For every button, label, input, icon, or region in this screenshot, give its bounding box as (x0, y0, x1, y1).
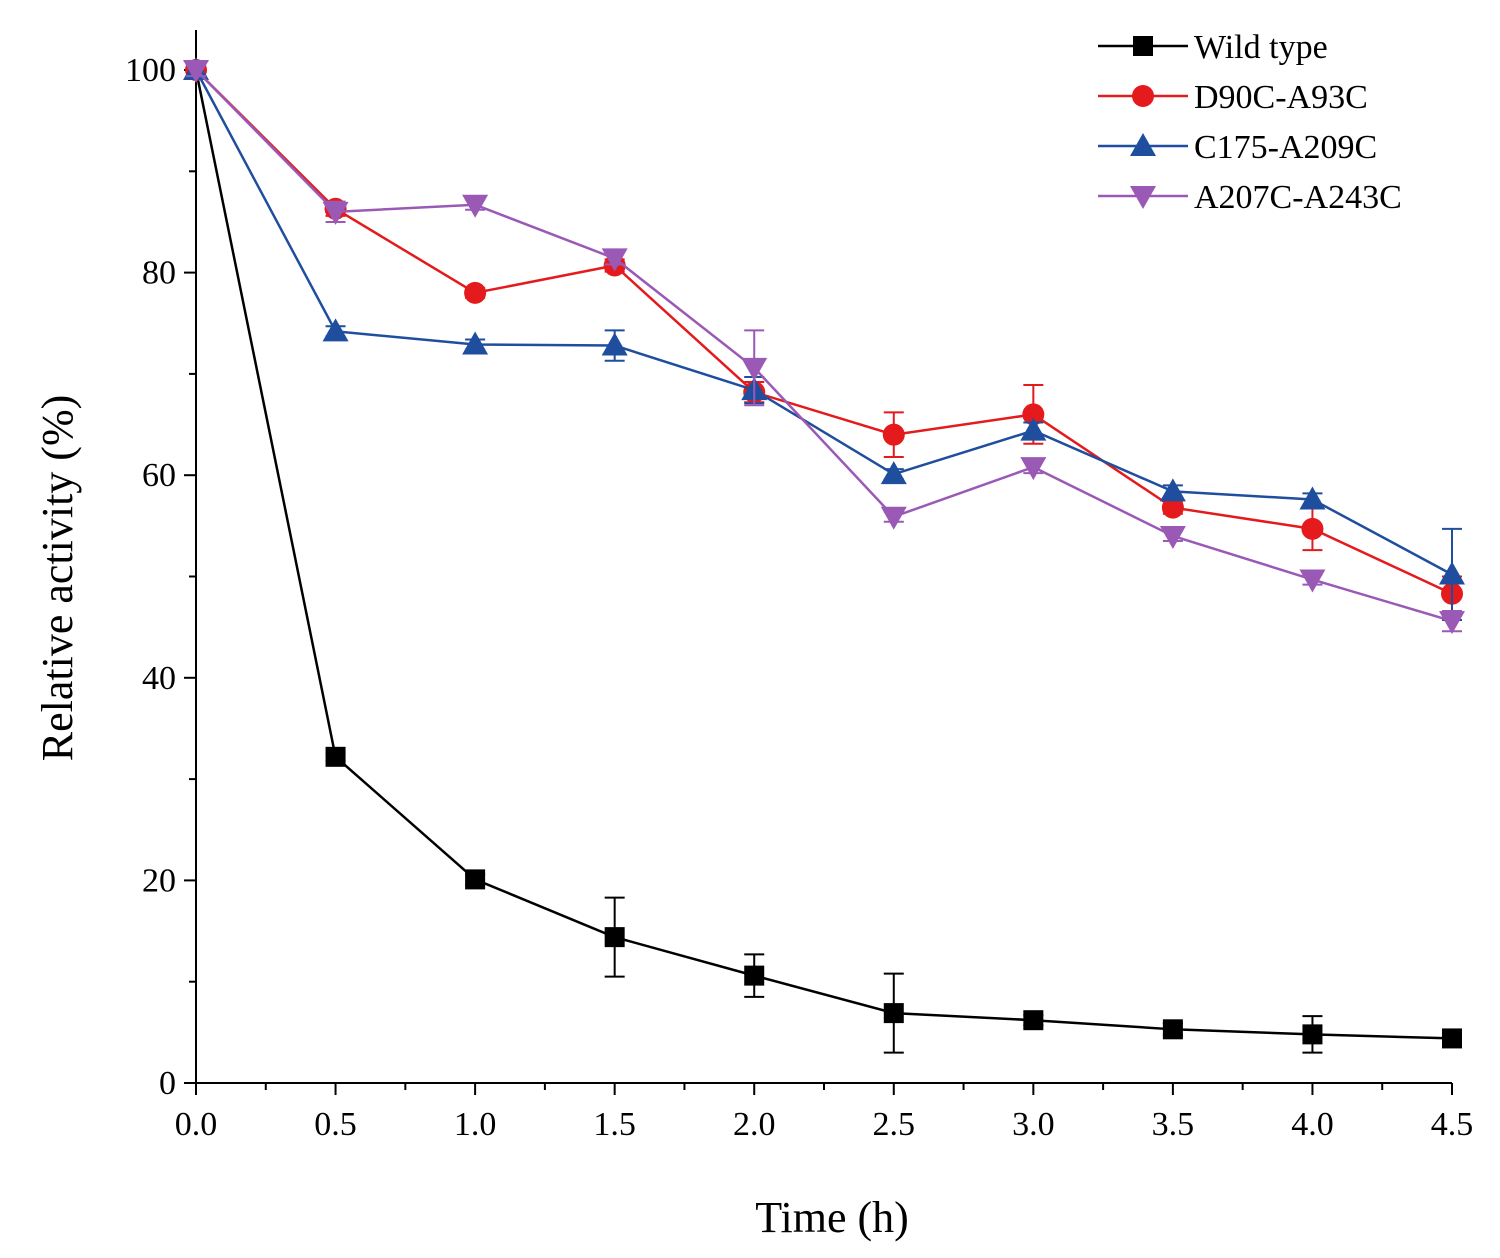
data-point (1302, 1024, 1323, 1045)
x-tick-label: 4.0 (1291, 1106, 1334, 1143)
legend-item: D90C-A93C (1098, 79, 1368, 116)
data-point (601, 332, 628, 356)
data-point (1159, 525, 1186, 549)
data-point (601, 248, 628, 272)
data-point (1020, 417, 1047, 441)
series-layer (183, 57, 1465, 1054)
data-point (880, 506, 907, 530)
series-line (194, 69, 1453, 576)
y-axis-title: Relative activity (%) (33, 395, 82, 762)
x-tick-label: 2.0 (733, 1106, 776, 1143)
legend-label: C175-A209C (1194, 129, 1377, 166)
data-point (325, 746, 346, 767)
legend-item: C175-A209C (1098, 129, 1377, 166)
y-tick-label: 40 (142, 660, 176, 697)
data-point (1159, 478, 1186, 502)
legend-label: A207C-A243C (1194, 179, 1402, 216)
data-point (1299, 569, 1326, 593)
data-point (604, 927, 625, 948)
data-point (1439, 561, 1465, 585)
legend-label: Wild type (1194, 29, 1328, 66)
legend-marker (1130, 186, 1156, 209)
x-tick-label: 0.5 (314, 1106, 357, 1143)
legend-label: D90C-A93C (1194, 79, 1368, 116)
data-point (1442, 1028, 1462, 1049)
data-point (465, 869, 486, 890)
series-a207c-a243c (183, 60, 1465, 635)
legend: Wild type D90C-A93C C175-A209C A207C-A243C (1098, 29, 1402, 216)
y-tick-label: 0 (159, 1065, 176, 1102)
data-point (1020, 457, 1047, 481)
series-wild-type (186, 60, 1462, 1054)
data-point (1022, 403, 1045, 426)
x-tick-label: 4.5 (1431, 1106, 1474, 1143)
x-tick-label: 3.5 (1152, 1106, 1195, 1143)
legend-item: Wild type (1098, 29, 1328, 66)
series-line (195, 69, 1453, 595)
data-point (882, 423, 905, 446)
y-tick-label: 60 (142, 457, 176, 494)
x-tick-label: 0.0 (175, 1106, 218, 1143)
x-tick-label: 1.5 (593, 1106, 636, 1143)
data-point (1439, 611, 1465, 635)
data-point (741, 357, 768, 381)
data-point (880, 461, 907, 485)
data-point (1161, 496, 1184, 519)
data-point (462, 331, 489, 355)
x-tick-label: 3.0 (1012, 1106, 1055, 1143)
data-point (322, 201, 349, 225)
data-point (183, 60, 209, 83)
y-tick-label: 80 (142, 255, 176, 292)
series-line (194, 69, 1453, 1040)
data-point (1023, 1010, 1044, 1031)
data-point (462, 194, 489, 218)
x-tick-label: 1.0 (454, 1106, 497, 1143)
legend-marker (1130, 133, 1156, 156)
y-tick-label: 100 (125, 52, 176, 89)
legend-item: A207C-A243C (1098, 179, 1402, 216)
data-point (1299, 486, 1326, 510)
legend-marker (1132, 85, 1154, 107)
data-point (464, 281, 487, 304)
x-axis-title: Time (h) (755, 1193, 909, 1242)
x-tick-label: 2.5 (873, 1106, 916, 1143)
x-axis: 0.0 0.5 1.0 1.5 2.0 2.5 3.0 3.5 4.0 4.5 (175, 1083, 1474, 1143)
data-point (322, 318, 349, 342)
data-point (1162, 1019, 1183, 1040)
y-tick-label: 20 (142, 862, 176, 899)
data-point (1301, 517, 1324, 540)
data-point (744, 965, 765, 986)
legend-marker (1133, 36, 1153, 56)
y-axis: 0 20 40 60 80 100 (125, 52, 196, 1102)
series-line (195, 69, 1453, 623)
data-point (883, 1003, 904, 1024)
